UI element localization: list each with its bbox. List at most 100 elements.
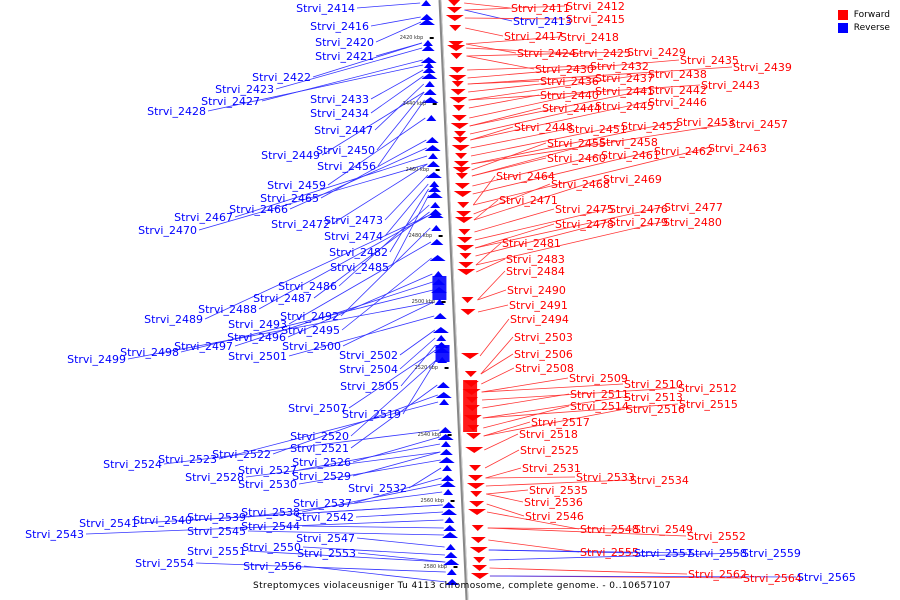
reverse-gene-label[interactable]: Strvi_2500 (282, 340, 341, 353)
reverse-gene-label[interactable]: Strvi_2523 (158, 453, 217, 466)
forward-gene-label[interactable]: Strvi_2462 (654, 145, 713, 158)
reverse-gene-glyph[interactable] (425, 137, 439, 143)
reverse-gene-label[interactable]: Strvi_2538 (241, 506, 300, 519)
forward-gene-label[interactable]: Strvi_2513 (624, 391, 683, 404)
forward-gene-label[interactable]: Strvi_2549 (634, 523, 693, 536)
forward-gene-label[interactable]: Strvi_2515 (679, 398, 738, 411)
reverse-gene-label[interactable]: Strvi_2495 (281, 324, 340, 337)
reverse-gene-label[interactable]: Strvi_2501 (228, 350, 287, 363)
forward-gene-glyph[interactable] (466, 433, 482, 439)
forward-gene-label[interactable]: Strvi_2429 (627, 46, 686, 59)
forward-gene-label[interactable]: Strvi_2440 (540, 89, 599, 102)
reverse-gene-label[interactable]: Strvi_2486 (278, 280, 337, 293)
reverse-gene-label[interactable]: Strvi_2467 (174, 211, 233, 224)
forward-gene-label[interactable]: Strvi_2441 (595, 85, 654, 98)
forward-gene-label[interactable]: Strvi_2508 (515, 362, 574, 375)
reverse-gene-glyph[interactable] (446, 569, 457, 575)
forward-gene-label[interactable]: Strvi_2446 (648, 96, 707, 109)
forward-gene-glyph[interactable] (448, 0, 461, 6)
forward-gene-label[interactable]: Strvi_2517 (531, 416, 590, 429)
forward-gene-label[interactable]: Strvi_2506 (514, 348, 573, 361)
forward-gene-glyph[interactable] (461, 353, 480, 359)
forward-gene-label[interactable]: Strvi_2438 (648, 68, 707, 81)
reverse-gene-label[interactable]: Strvi_2529 (292, 470, 351, 483)
reverse-gene-glyph[interactable] (429, 255, 446, 261)
forward-gene-glyph[interactable] (459, 253, 472, 259)
reverse-gene-glyph[interactable] (422, 97, 439, 103)
reverse-gene-label[interactable]: Strvi_2472 (271, 218, 330, 231)
reverse-gene-label[interactable]: Strvi_2423 (215, 83, 274, 96)
forward-gene-label[interactable]: Strvi_2437 (595, 72, 654, 85)
reverse-gene-label[interactable]: Strvi_2493 (228, 318, 287, 331)
reverse-gene-glyph[interactable] (443, 489, 454, 495)
forward-gene-glyph[interactable] (451, 145, 470, 151)
reverse-gene-glyph[interactable] (435, 392, 452, 398)
reverse-gene-label[interactable]: Strvi_2482 (329, 246, 388, 259)
reverse-gene-label[interactable]: Strvi_2542 (295, 511, 354, 524)
forward-gene-glyph[interactable] (470, 491, 483, 497)
reverse-gene-glyph[interactable] (428, 153, 439, 159)
forward-gene-label[interactable]: Strvi_2536 (524, 496, 583, 509)
reverse-gene-label[interactable]: Strvi_2541 (79, 517, 138, 530)
reverse-gene-label[interactable]: Strvi_2447 (314, 124, 373, 137)
reverse-gene-label[interactable]: Strvi_2459 (267, 179, 326, 192)
forward-gene-label[interactable]: Strvi_2494 (510, 313, 569, 326)
forward-gene-glyph[interactable] (470, 573, 489, 579)
forward-gene-label[interactable]: Strvi_2512 (678, 382, 737, 395)
forward-gene-glyph[interactable] (452, 105, 465, 111)
forward-gene-label[interactable]: Strvi_2415 (566, 13, 625, 26)
reverse-gene-label[interactable]: Strvi_2421 (315, 50, 374, 63)
reverse-gene-label[interactable]: Strvi_2550 (242, 541, 301, 554)
forward-gene-label[interactable]: Strvi_2546 (525, 510, 584, 523)
forward-gene-glyph[interactable] (457, 237, 473, 243)
forward-gene-label[interactable]: Strvi_2503 (514, 331, 573, 344)
forward-gene-glyph[interactable] (450, 53, 463, 59)
reverse-gene-glyph[interactable] (444, 517, 455, 523)
forward-gene-glyph[interactable] (470, 537, 486, 543)
reverse-gene-glyph[interactable] (430, 202, 441, 208)
reverse-gene-label[interactable]: Strvi_2502 (339, 349, 398, 362)
reverse-gene-label[interactable]: Strvi_2559 (742, 547, 801, 560)
forward-gene-glyph[interactable] (466, 483, 485, 489)
forward-gene-glyph[interactable] (448, 41, 464, 47)
forward-gene-glyph[interactable] (457, 202, 470, 208)
reverse-gene-label[interactable]: Strvi_2530 (238, 478, 297, 491)
reverse-gene-label[interactable]: Strvi_2554 (135, 557, 194, 570)
reverse-gene-glyph[interactable] (442, 502, 456, 508)
forward-gene-label[interactable]: Strvi_2564 (743, 572, 802, 585)
forward-gene-label[interactable]: Strvi_2439 (733, 61, 792, 74)
reverse-gene-glyph[interactable] (436, 335, 447, 341)
reverse-gene-label[interactable]: Strvi_2497 (174, 340, 233, 353)
reverse-gene-glyph[interactable] (445, 579, 459, 585)
forward-gene-label[interactable]: Strvi_2443 (701, 79, 760, 92)
reverse-gene-glyph[interactable] (420, 57, 437, 63)
forward-gene-glyph[interactable] (446, 7, 462, 13)
forward-gene-label[interactable]: Strvi_2417 (504, 30, 563, 43)
forward-gene-glyph[interactable] (468, 475, 484, 481)
reverse-gene-glyph[interactable] (425, 172, 442, 178)
reverse-gene-glyph[interactable] (443, 559, 460, 565)
forward-gene-glyph[interactable] (469, 501, 485, 507)
forward-gene-label[interactable]: Strvi_2464 (496, 170, 555, 183)
forward-gene-glyph[interactable] (469, 547, 488, 553)
forward-gene-label[interactable]: Strvi_2518 (519, 428, 578, 441)
forward-gene-glyph[interactable] (473, 557, 486, 563)
reverse-gene-label[interactable]: Strvi_2527 (238, 464, 297, 477)
reverse-gene-glyph[interactable] (438, 427, 452, 433)
forward-gene-glyph[interactable] (451, 81, 464, 87)
reverse-gene-glyph[interactable] (434, 299, 445, 305)
reverse-gene-glyph[interactable] (432, 327, 449, 333)
reverse-gene-label[interactable]: Strvi_2485 (330, 261, 389, 274)
reverse-gene-label[interactable]: Strvi_2507 (288, 402, 347, 415)
forward-gene-glyph[interactable] (451, 115, 467, 121)
reverse-gene-label[interactable]: Strvi_2474 (324, 230, 383, 243)
forward-gene-label[interactable]: Strvi_2461 (601, 149, 660, 162)
forward-gene-glyph[interactable] (468, 509, 487, 515)
reverse-gene-label[interactable]: Strvi_2496 (227, 331, 286, 344)
reverse-gene-glyph[interactable] (418, 19, 435, 25)
reverse-gene-label[interactable]: Strvi_2539 (187, 511, 246, 524)
forward-gene-glyph[interactable] (448, 75, 467, 81)
forward-gene-label[interactable]: Strvi_2436 (540, 75, 599, 88)
reverse-gene-label[interactable]: Strvi_2489 (144, 313, 203, 326)
forward-gene-label[interactable]: Strvi_2471 (499, 194, 558, 207)
